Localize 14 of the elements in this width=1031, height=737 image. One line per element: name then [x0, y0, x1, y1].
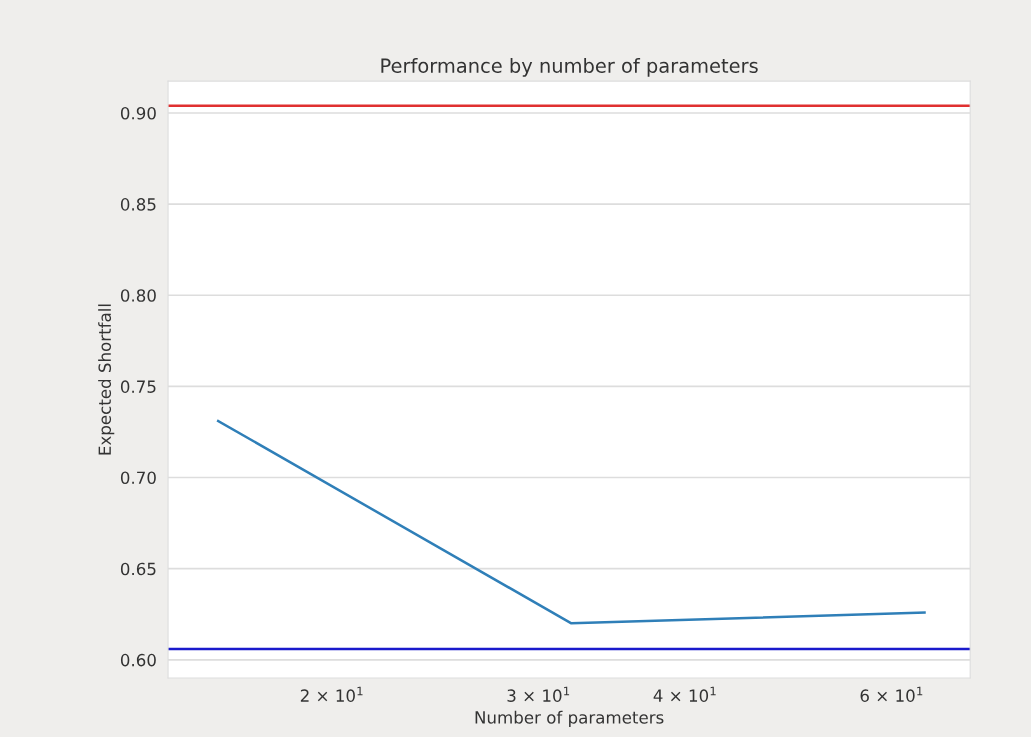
- y-tick-label: 0.85: [120, 198, 156, 211]
- chart-title: Performance by number of parameters: [381, 57, 758, 77]
- x-tick-label: 2 × 10$^{1}$: [300, 686, 363, 702]
- y-tick-label: 0.65: [120, 562, 156, 576]
- y-tick-label: 0.60: [120, 653, 156, 667]
- y-tick-label: 0.70: [120, 471, 156, 485]
- y-tick-label: 0.75: [120, 380, 156, 393]
- y-axis-title: Expected Shortfall: [98, 304, 115, 455]
- y-tick-label: 0.80: [120, 289, 156, 302]
- x-tick-label: 6 × 10$^{1}$: [860, 686, 923, 702]
- y-tick-label: 0.90: [120, 106, 156, 120]
- x-tick-label: 4 × 10$^{1}$: [653, 686, 716, 702]
- x-tick-label: 3 × 10$^{1}$: [507, 686, 570, 702]
- x-axis-title: Number of parameters: [475, 710, 664, 727]
